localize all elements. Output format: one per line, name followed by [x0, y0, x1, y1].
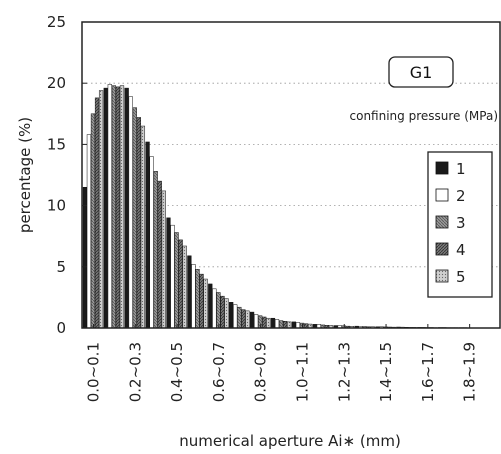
x-tick-label: 1.0∼1.1: [293, 342, 311, 402]
bar-series-2-cat-10: [295, 322, 301, 329]
bar-series-1-cat-7: [229, 302, 234, 329]
bar-series-4-cat-7: [241, 309, 246, 329]
x-tick-label: 0.4∼0.5: [168, 342, 186, 402]
bar-series-2-cat-0: [86, 134, 92, 329]
legend-swatch-3: [435, 215, 449, 229]
y-tick-label: 25: [47, 13, 66, 31]
x-tick-label: 0.6∼0.7: [210, 342, 228, 402]
bar-series-3-cat-2: [132, 107, 137, 329]
bar-series-1-cat-6: [208, 283, 213, 329]
bar-series-1-cat-1: [103, 87, 108, 329]
bar-series-1-cat-9: [270, 317, 276, 329]
bar-series-4-cat-3: [157, 180, 162, 329]
legend-label-3: 3: [456, 214, 466, 232]
bar-series-5-cat-2: [140, 125, 146, 329]
bar-series-5-cat-7: [245, 310, 250, 329]
bar-series-5-cat-4: [182, 245, 187, 329]
group-label: G1: [410, 63, 433, 82]
bar-series-4-cat-4: [178, 239, 183, 329]
x-tick-label: 1.8∼1.9: [461, 342, 479, 402]
y-axis-label: percentage (%): [16, 117, 34, 233]
bar-series-4-cat-1: [115, 86, 121, 329]
bar-series-5-cat-8: [266, 317, 271, 329]
bar-series-group: [82, 84, 501, 329]
bar-series-4-cat-5: [199, 273, 204, 329]
bar-series-1-cat-4: [166, 217, 171, 329]
bar-series-3-cat-5: [195, 268, 200, 329]
bar-series-3-cat-1: [111, 85, 117, 329]
bar-series-1-cat-3: [145, 141, 150, 329]
bar-series-3-cat-7: [237, 306, 242, 329]
x-axis-ticks: 0.0∼0.1 0.2∼0.3 0.4∼0.5 0.6∼0.7 0.8∼0.9 1.0∼1…: [84, 324, 479, 402]
legend-title-annotation: confining pressure (MPa): [350, 109, 499, 123]
plot-frame: [81, 21, 501, 329]
bar-series-2-cat-4: [170, 224, 175, 329]
x-tick-label: 1.4∼1.5: [377, 342, 395, 402]
y-tick-label: 10: [47, 197, 66, 215]
bar-series-5-cat-5: [203, 278, 208, 329]
bar-series-5-cat-1: [119, 85, 125, 329]
bar-series-2-cat-2: [128, 96, 133, 329]
legend-swatch-2: [435, 188, 449, 202]
legend-swatch-1: [435, 161, 449, 175]
x-tick-label: 1.6∼1.7: [419, 342, 437, 402]
bar-series-2-cat-9: [274, 319, 280, 329]
bar-series-1-cat-10: [291, 321, 297, 329]
x-tick-label: 1.2∼1.3: [335, 342, 353, 402]
bar-series-1-cat-8: [249, 311, 255, 329]
legend-label-1: 1: [456, 160, 466, 178]
bar-series-3-cat-4: [174, 232, 179, 329]
legend-label-4: 4: [456, 241, 466, 259]
x-tick-label: 0.8∼0.9: [252, 342, 270, 402]
bar-series-3-cat-0: [90, 113, 96, 329]
bar-series-5-cat-9: [287, 321, 292, 329]
bar-series-3-cat-3: [153, 171, 158, 329]
y-tick-label: 5: [56, 258, 66, 276]
bar-series-2-cat-7: [233, 304, 238, 329]
group-label-box: G1: [388, 56, 454, 88]
bar-series-3-cat-9: [278, 320, 284, 329]
bar-series-4-cat-2: [136, 117, 141, 329]
y-tick-label: 20: [47, 74, 66, 92]
bar-series-2-cat-6: [212, 288, 217, 329]
legend-label-2: 2: [456, 187, 466, 205]
bar-series-1-cat-2: [124, 87, 129, 329]
bar-series-2-cat-3: [149, 156, 154, 329]
bar-series-2-cat-8: [254, 314, 259, 329]
bar-series-5-cat-0: [98, 90, 104, 329]
y-tick-label: 15: [47, 135, 66, 153]
bar-series-3-cat-6: [216, 292, 221, 329]
bar-series-4-cat-8: [262, 316, 267, 329]
legend-swatch-4: [435, 242, 449, 256]
x-tick-label: 0.0∼0.1: [84, 342, 102, 402]
bar-series-4-cat-9: [283, 321, 288, 329]
bar-series-2-cat-1: [107, 84, 112, 329]
bar-series-2-cat-5: [191, 264, 196, 329]
bar-series-5-cat-6: [224, 298, 229, 329]
legend-label-5: 5: [456, 268, 466, 286]
x-tick-label: 0.2∼0.3: [126, 342, 144, 402]
bar-series-4-cat-0: [94, 97, 100, 329]
bar-series-4-cat-6: [220, 295, 225, 329]
bar-series-1-cat-5: [187, 255, 192, 329]
bar-series-5-cat-3: [161, 190, 166, 329]
y-axis-ticks: 0 5 10 15 20 25: [47, 13, 87, 337]
bar-series-1-cat-0: [82, 186, 88, 329]
y-tick-label: 0: [56, 319, 66, 337]
legend: 1 2 3 4 5: [427, 151, 493, 298]
x-axis-label: numerical aperture Ai∗ (mm): [179, 432, 401, 450]
legend-swatch-5: [435, 269, 449, 283]
